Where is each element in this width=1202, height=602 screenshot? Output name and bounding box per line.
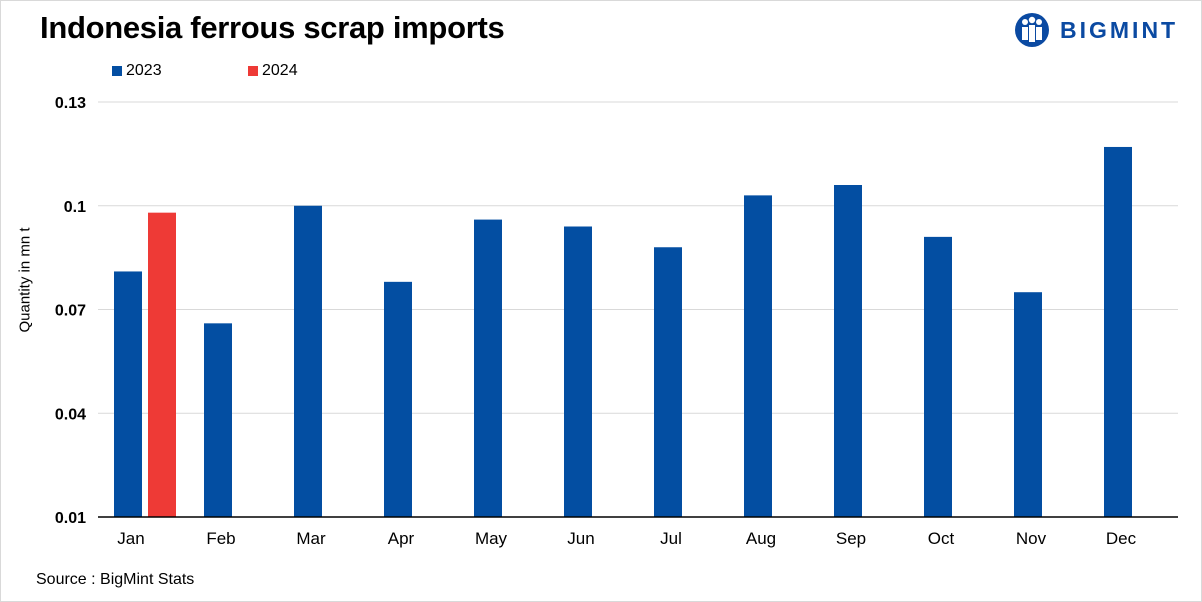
- legend-swatch-2024: [248, 66, 258, 76]
- y-tick-label: 0.01: [55, 510, 86, 527]
- x-tick-label: Sep: [836, 529, 866, 548]
- x-tick-label: Jul: [660, 529, 682, 548]
- bar-2023-jun: [564, 226, 592, 517]
- legend-label-2024: 2024: [262, 62, 298, 79]
- legend-label-2023: 2023: [126, 62, 162, 79]
- chart-title: Indonesia ferrous scrap imports: [40, 10, 505, 45]
- bar-2023-apr: [384, 281, 412, 517]
- x-tick-label: Jun: [567, 529, 594, 548]
- y-tick-label: 0.1: [64, 199, 86, 216]
- legend-item-2023: 2023: [112, 62, 162, 80]
- bar-2023-dec: [1104, 146, 1132, 518]
- source-note: Source : BigMint Stats: [36, 571, 195, 588]
- y-tick-label: 0.13: [55, 95, 86, 112]
- x-tick-label: Aug: [746, 529, 776, 548]
- legend-item-2024: 2024: [248, 62, 298, 80]
- bar-2023-may: [474, 219, 502, 518]
- bar-2023-aug: [744, 195, 772, 517]
- x-tick-label: Apr: [388, 529, 415, 548]
- y-tick-label: 0.04: [55, 406, 86, 423]
- bar-2024-jan: [148, 212, 176, 517]
- x-tick-label: Oct: [928, 529, 955, 548]
- legend-swatch-2023: [112, 66, 122, 76]
- bigmint-people-logo-icon: [1015, 13, 1049, 47]
- bar-2023-oct: [924, 236, 952, 517]
- x-tick-label: Dec: [1106, 529, 1137, 548]
- x-tick-label: May: [475, 529, 508, 548]
- y-tick-label: 0.07: [55, 303, 86, 320]
- x-tick-label: Mar: [296, 529, 326, 548]
- x-tick-label: Feb: [206, 529, 235, 548]
- bar-2023-mar: [294, 205, 322, 517]
- x-tick-label: Jan: [117, 529, 144, 548]
- bar-2023-sep: [834, 185, 862, 517]
- bar-2023-nov: [1014, 292, 1042, 517]
- x-tick-label: Nov: [1016, 529, 1047, 548]
- bar-2023-jul: [654, 247, 682, 517]
- logo-wordmark: BIGMINT: [1060, 16, 1179, 43]
- bigmint-logo: BIGMINT: [1014, 12, 1178, 48]
- bar-2023-feb: [204, 323, 232, 517]
- bar-2023-jan: [114, 271, 142, 517]
